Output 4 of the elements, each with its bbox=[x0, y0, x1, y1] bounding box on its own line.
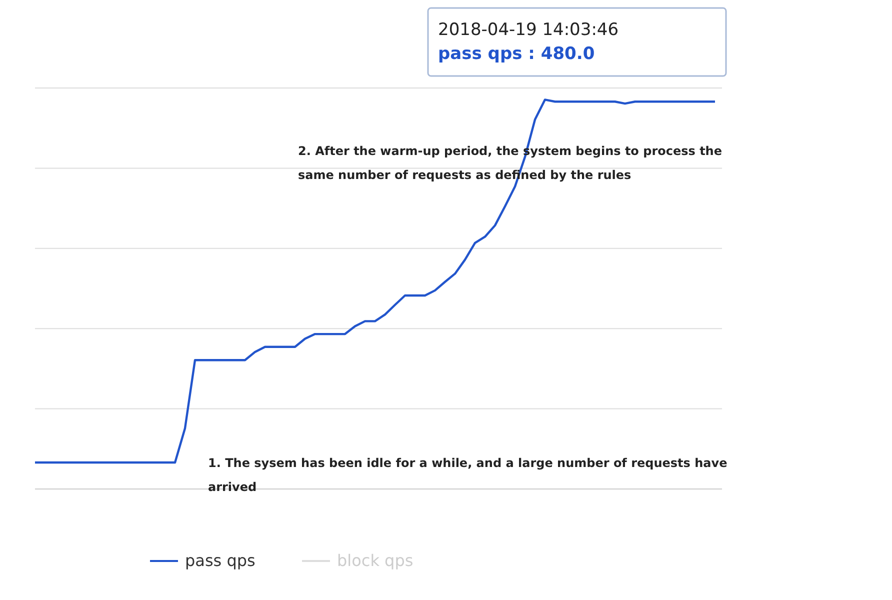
text: pass qps : 480.0 bbox=[438, 44, 595, 64]
text: 2018-04-19 14:03:46 bbox=[438, 20, 619, 40]
legend-label: pass qps bbox=[185, 551, 256, 570]
annotation: 1. The sysem has been idle for a while, and a large number of requests have arrived bbox=[208, 456, 728, 494]
